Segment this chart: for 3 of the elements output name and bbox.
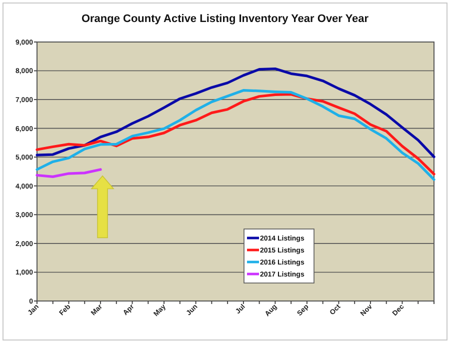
line-series — [36, 168, 102, 178]
chart-title: Orange County Active Listing Inventory Year Over Year — [81, 13, 370, 25]
line-series — [36, 67, 436, 158]
